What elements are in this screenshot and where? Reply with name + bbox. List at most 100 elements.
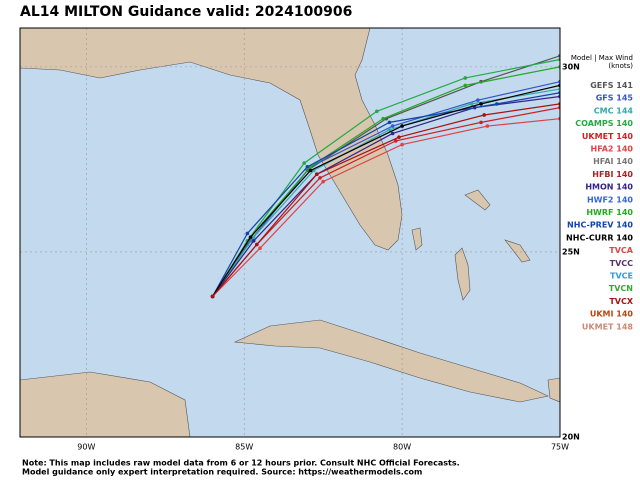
track-point xyxy=(485,124,490,128)
note: Model guidance only expert interpretatio… xyxy=(22,468,422,477)
track-point xyxy=(479,120,483,125)
legend-wind: 140 xyxy=(616,169,633,178)
x-tick-label: 80W xyxy=(393,443,411,452)
legend-model: TVCN xyxy=(609,284,633,293)
track-point xyxy=(248,235,253,239)
legend-wind: 140 xyxy=(616,233,633,242)
legend-entry: UKMI 140 xyxy=(590,309,634,318)
legend-model: HFAI xyxy=(593,157,613,166)
track-point xyxy=(482,113,487,117)
track-point xyxy=(397,135,401,139)
track-point xyxy=(302,161,307,165)
legend-model: HMON xyxy=(585,182,613,191)
track-point xyxy=(476,98,480,102)
legend-model: CMC xyxy=(594,106,614,115)
track-point xyxy=(305,165,310,169)
track-point xyxy=(390,124,395,128)
legend-wind: 145 xyxy=(616,93,633,102)
legend-entry: TVCE xyxy=(610,271,633,280)
legend-entry: GFS 145 xyxy=(596,93,634,102)
map-title: AL14 MILTON Guidance valid: 2024100906 xyxy=(20,4,352,20)
track xyxy=(212,84,560,297)
legend-model: NHC-CURR xyxy=(566,233,613,242)
legend-wind: 140 xyxy=(616,208,633,217)
legend-model: UKMET xyxy=(582,322,614,331)
legend-entry: TVCN xyxy=(609,284,633,293)
legend-entry: TVCX xyxy=(609,296,634,305)
legend-wind: 140 xyxy=(616,195,633,204)
legend-model: UKMET xyxy=(582,131,614,140)
legend-model: HWF2 xyxy=(587,195,614,204)
legend-model: HWRF xyxy=(586,208,613,217)
x-tick-label: 85W xyxy=(235,443,253,452)
legend-wind: 140 xyxy=(616,220,633,229)
legend-entry: HFBI 140 xyxy=(592,169,633,178)
x-tick-label: 90W xyxy=(77,443,95,452)
legend-model: TVCX xyxy=(609,296,634,305)
legend-model: TVCE xyxy=(610,271,633,280)
track-point xyxy=(210,294,215,299)
track-point xyxy=(463,83,468,88)
legend-entry: CMC 144 xyxy=(594,106,634,115)
legend-entry: UKMET 148 xyxy=(582,322,634,331)
legend-header: Model | Max Wind xyxy=(571,54,633,62)
track-point xyxy=(387,120,392,125)
legend-entry: NHC-PREV 140 xyxy=(567,220,633,229)
y-tick-label: 25N xyxy=(562,247,580,256)
legend-entry: HMON 140 xyxy=(585,182,633,191)
legend-model: TVCA xyxy=(609,246,634,255)
legend-model: HFA2 xyxy=(591,144,614,153)
legend-model: NHC-PREV xyxy=(567,220,614,229)
legend-model: TVCC xyxy=(610,258,634,267)
legend-wind: 140 xyxy=(616,309,633,318)
legend-entry: HWF2 140 xyxy=(587,195,633,204)
map-frame xyxy=(19,27,561,438)
track-point xyxy=(308,168,313,173)
legend-model: GEFS xyxy=(590,81,613,90)
legend-model: COAMPS xyxy=(575,119,613,128)
legend-model: HFBI xyxy=(592,169,613,178)
legend-entry: UKMET 140 xyxy=(582,131,634,140)
legend-wind: 144 xyxy=(616,106,633,115)
track-point xyxy=(321,179,325,184)
track-point xyxy=(258,246,262,251)
legend-entry: COAMPS 140 xyxy=(575,119,633,128)
track-point xyxy=(245,231,250,236)
legend-wind: 140 xyxy=(616,182,633,191)
track-point xyxy=(495,102,499,106)
legend-wind: 140 xyxy=(616,131,633,140)
track xyxy=(212,92,560,297)
legend-wind: 140 xyxy=(616,119,633,128)
legend-entry: TVCC xyxy=(610,258,634,267)
track-point xyxy=(393,139,398,143)
y-tick-label: 30N xyxy=(562,62,580,71)
track-point xyxy=(381,116,385,121)
legend-entry: HFA2 140 xyxy=(591,144,634,153)
track-point xyxy=(469,102,474,106)
legend-wind: 140 xyxy=(616,144,633,153)
track-point xyxy=(318,176,322,180)
land xyxy=(20,28,560,437)
track-point xyxy=(463,76,468,80)
legend-wind: 141 xyxy=(616,81,633,90)
legend-header: (knots) xyxy=(608,62,633,70)
legend-wind: 148 xyxy=(616,322,633,331)
legend-entry: HWRF 140 xyxy=(586,208,633,217)
x-tick-label: 75W xyxy=(551,443,569,452)
track-point xyxy=(400,124,404,128)
legend-model: GFS xyxy=(596,93,614,102)
note: Note: This map includes raw model data f… xyxy=(22,459,460,468)
track-point xyxy=(375,109,379,114)
track-point xyxy=(400,142,404,147)
track-point xyxy=(251,239,256,243)
track xyxy=(212,118,560,297)
track-point xyxy=(390,131,395,136)
track-point xyxy=(315,172,319,177)
track-point xyxy=(387,127,392,132)
y-tick-label: 20N xyxy=(562,433,580,442)
track xyxy=(212,103,560,297)
legend-wind: 140 xyxy=(616,157,633,166)
legend-model: UKMI xyxy=(590,309,614,318)
legend-entry: NHC-CURR 140 xyxy=(566,233,633,242)
